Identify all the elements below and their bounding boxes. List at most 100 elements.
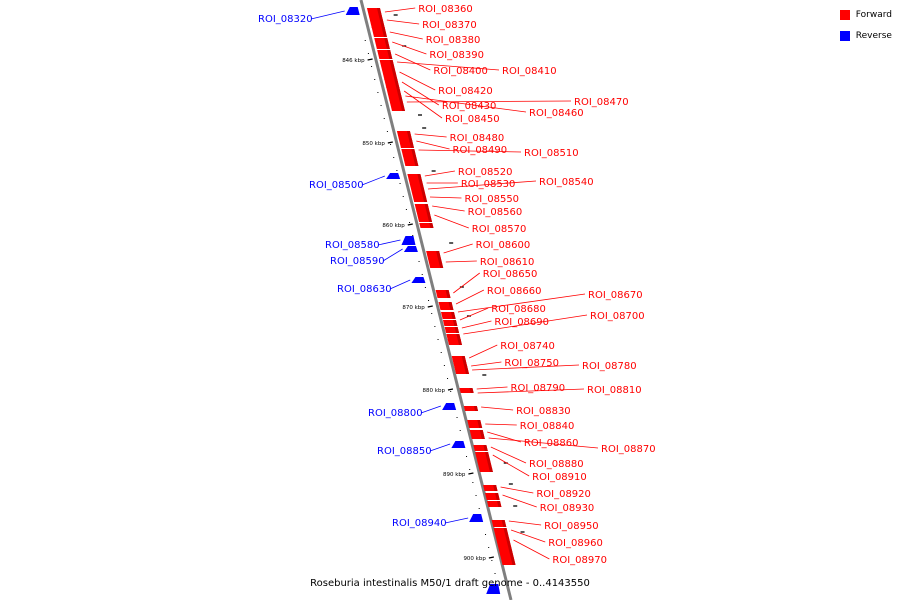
forward-gene-label: ROI_08700 — [590, 311, 645, 322]
forward-gene-label: ROI_08460 — [529, 108, 584, 119]
forward-gene-label: ROI_08380 — [426, 35, 481, 46]
forward-gene-shade — [394, 79, 400, 88]
forward-connector — [481, 406, 514, 411]
forward-connector — [414, 133, 447, 138]
axis-minor-tick — [393, 157, 395, 158]
axis-major-tick — [488, 556, 494, 559]
forward-gene-shade — [461, 356, 467, 365]
forward-gene-label: ROI_08880 — [529, 459, 584, 470]
forward-connector — [463, 314, 588, 335]
reverse-gene-label: ROI_08940 — [392, 518, 447, 529]
forward-gene-shade — [389, 60, 396, 71]
axis-minor-tick — [405, 209, 407, 210]
forward-gene-shade — [495, 493, 500, 500]
forward-gene-label: ROI_08410 — [502, 66, 557, 77]
axis-major-tick — [407, 223, 413, 226]
axis-minor-tick — [485, 534, 487, 535]
forward-connector — [384, 7, 416, 13]
forward-gene-label: ROI_08810 — [587, 385, 642, 396]
forward-gene-label: ROI_08680 — [491, 304, 546, 315]
forward-gene-label: ROI_08390 — [429, 50, 484, 61]
forward-gene-shade — [457, 339, 462, 345]
axis-minor-tick — [491, 560, 493, 561]
reverse-connector — [382, 248, 403, 262]
forward-connector — [427, 180, 537, 190]
forward-connector — [472, 364, 580, 371]
tick-label: 900 kbp — [463, 556, 486, 562]
axis-minor-tick — [383, 118, 385, 119]
forward-connector — [445, 260, 477, 263]
reverse-gene-label: ROI_08590 — [330, 256, 385, 267]
reverse-connector — [444, 517, 469, 524]
axis-minor-tick — [466, 456, 468, 457]
forward-gene-shade — [438, 260, 444, 268]
reverse-gene — [403, 246, 418, 252]
forward-connector — [418, 149, 522, 153]
tick-label: 890 kbp — [443, 472, 466, 478]
forward-gene-shade — [406, 131, 412, 139]
forward-gene-label: ROI_08600 — [476, 240, 531, 251]
forward-gene-shade — [398, 95, 403, 101]
forward-connector — [500, 486, 534, 494]
forward-connector — [386, 19, 420, 25]
forward-gene-label: ROI_08400 — [433, 66, 488, 77]
forward-connector — [510, 529, 546, 543]
reverse-connector — [310, 10, 345, 20]
forward-gene-label: ROI_08360 — [418, 4, 473, 15]
forward-connector — [455, 289, 485, 305]
forward-gene-label: ROI_08510 — [524, 148, 579, 159]
axis-minor-tick — [390, 144, 392, 145]
forward-gene-label: ROI_08930 — [540, 503, 595, 514]
tick-label: 870 kbp — [402, 305, 425, 311]
axis-major-tick — [447, 388, 454, 391]
forward-connector — [502, 494, 537, 508]
forward-gene-label: ROI_08830 — [516, 406, 571, 417]
axis-minor-tick — [440, 352, 442, 353]
forward-gene-label: ROI_08840 — [520, 421, 575, 432]
axis-minor-tick — [456, 417, 458, 418]
axis-minor-tick — [437, 339, 439, 340]
forward-connector — [492, 454, 530, 477]
forward-connector — [401, 81, 440, 106]
forward-gene-shade — [411, 149, 417, 157]
forward-gene-shade — [436, 251, 442, 260]
forward-gene-shade — [400, 106, 406, 111]
legend-forward-label: Forward — [855, 10, 892, 20]
forward-gene-shade — [413, 157, 419, 166]
forward-connector — [461, 320, 492, 329]
forward-gene-shade — [426, 211, 432, 218]
forward-gene-shade — [396, 87, 402, 95]
forward-gene-label: ROI_08790 — [511, 383, 566, 394]
reverse-gene — [411, 277, 426, 283]
axis-minor-tick — [428, 300, 430, 301]
tick-label: 850 kbp — [362, 141, 385, 147]
reverse-gene-label: ROI_08850 — [377, 446, 432, 457]
axis-minor-tick — [396, 170, 398, 171]
forward-gene-label: ROI_08950 — [544, 521, 599, 532]
axis-minor-tick — [371, 66, 373, 67]
forward-gene-shade — [463, 365, 470, 374]
axis-minor-tick — [386, 131, 388, 132]
forward-gene-label: ROI_08490 — [453, 145, 508, 156]
forward-gene-label: ROI_08750 — [504, 358, 559, 369]
forward-gene-shade — [379, 18, 385, 28]
legend-reverse-label: Reverse — [855, 31, 892, 41]
reverse-gene — [469, 514, 484, 522]
forward-gene-shade — [452, 320, 458, 326]
reverse-connector — [429, 443, 451, 452]
tick-label: 880 kbp — [423, 388, 446, 394]
forward-gene-shade — [387, 50, 393, 59]
axis-minor-tick — [399, 183, 401, 184]
forward-connector — [392, 41, 427, 55]
axis-major-tick — [468, 472, 474, 475]
axis-minor-tick — [412, 235, 414, 236]
forward-gene-label: ROI_08670 — [588, 290, 643, 301]
reverse-gene — [386, 173, 401, 179]
legend: Forward Reverse — [839, 8, 892, 50]
forward-gene-shade — [408, 139, 415, 148]
forward-gene-shade — [417, 174, 422, 180]
forward-gene-label: ROI_08450 — [445, 114, 500, 125]
forward-gene-shade — [428, 218, 433, 222]
forward-gene-shade — [376, 8, 383, 18]
